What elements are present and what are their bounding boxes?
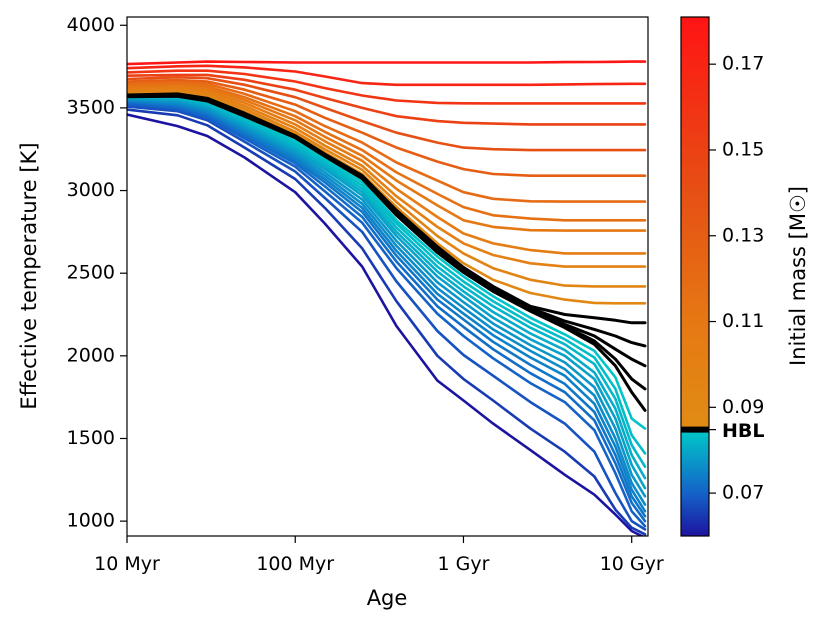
x-axis: 10 Myr 100 Myr 1 Gyr 10 Gyr xyxy=(94,536,664,575)
series-line-0p07 xyxy=(127,103,647,528)
series-line-0p0805 xyxy=(127,98,647,480)
series-line-0p079 xyxy=(127,98,647,490)
x-tick-label: 1 Gyr xyxy=(438,553,490,575)
colorbar-hbl-band xyxy=(681,426,709,433)
colorbar-tick-label: 0.09 xyxy=(722,396,764,418)
series-line-0p115 xyxy=(127,83,647,222)
colorbar-tick-label: 0.17 xyxy=(722,53,764,75)
series-line-0p12 xyxy=(127,81,647,203)
y-tick-label: 4000 xyxy=(67,14,115,36)
series-line-0p0715 xyxy=(127,102,647,523)
series-line-0p0745 xyxy=(127,100,647,513)
x-tick-label: 100 Myr xyxy=(256,553,334,575)
plot-frame xyxy=(126,16,649,537)
series-line-0p083 xyxy=(127,96,647,455)
series-line-0p18 xyxy=(127,60,647,66)
series-line-0p076 xyxy=(127,100,647,506)
colorbar-tick-label: 0.07 xyxy=(722,482,764,504)
y-axis: 1000 1500 2000 2500 3000 3500 4000 xyxy=(67,14,127,532)
series-line-0p095 xyxy=(127,89,647,288)
colorbar-hbl-label: HBL xyxy=(722,420,765,442)
series-line-0p085 xyxy=(127,94,647,412)
y-tick-label: 1500 xyxy=(67,427,115,449)
series-line-0p15 xyxy=(127,73,647,126)
series-line-0p09 xyxy=(127,91,647,305)
colorbar-tick-label: 0.13 xyxy=(722,224,764,246)
y-tick-label: 2500 xyxy=(67,262,115,284)
series-line-0p13 xyxy=(127,78,647,177)
colorbar-frame xyxy=(680,16,710,537)
series-line-0p0775 xyxy=(127,99,647,498)
series-line-0p068 xyxy=(127,105,647,531)
series-layer xyxy=(127,60,647,536)
x-tick-label: 10 Gyr xyxy=(600,553,664,575)
series-line-0p14 xyxy=(127,76,647,152)
series-line-0p105 xyxy=(127,86,647,255)
series-line-0p17 xyxy=(127,64,647,87)
y-tick-label: 3000 xyxy=(67,179,115,201)
colorbar-ticks: 0.07 0.09 0.11 0.13 0.15 0.17 xyxy=(709,53,764,504)
colorbar-tick-label: 0.15 xyxy=(722,138,764,160)
colorbar: 0.07 0.09 0.11 0.13 0.15 0.17 HBL Initial mas… xyxy=(680,16,810,537)
series-line-0p073 xyxy=(127,101,647,518)
series-line-0p16 xyxy=(127,69,647,105)
colorbar-tick-label: 0.11 xyxy=(722,310,764,332)
series-line-0p06 xyxy=(127,113,645,536)
series-line-0p065 xyxy=(127,108,647,536)
x-axis-label: Age xyxy=(367,586,408,610)
y-axis-label: Effective temperature [K] xyxy=(17,142,41,409)
series-line-0p1 xyxy=(127,88,647,268)
series-line-0p082 xyxy=(127,97,647,468)
y-tick-label: 3500 xyxy=(67,96,115,118)
colorbar-gradient xyxy=(681,17,709,536)
colorbar-label: Initial mass [M☉] xyxy=(786,186,810,366)
series-line-0p11 xyxy=(127,84,647,232)
y-tick-label: 2000 xyxy=(67,344,115,366)
y-tick-label: 1000 xyxy=(67,510,115,532)
x-tick-label: 10 Myr xyxy=(94,553,160,575)
